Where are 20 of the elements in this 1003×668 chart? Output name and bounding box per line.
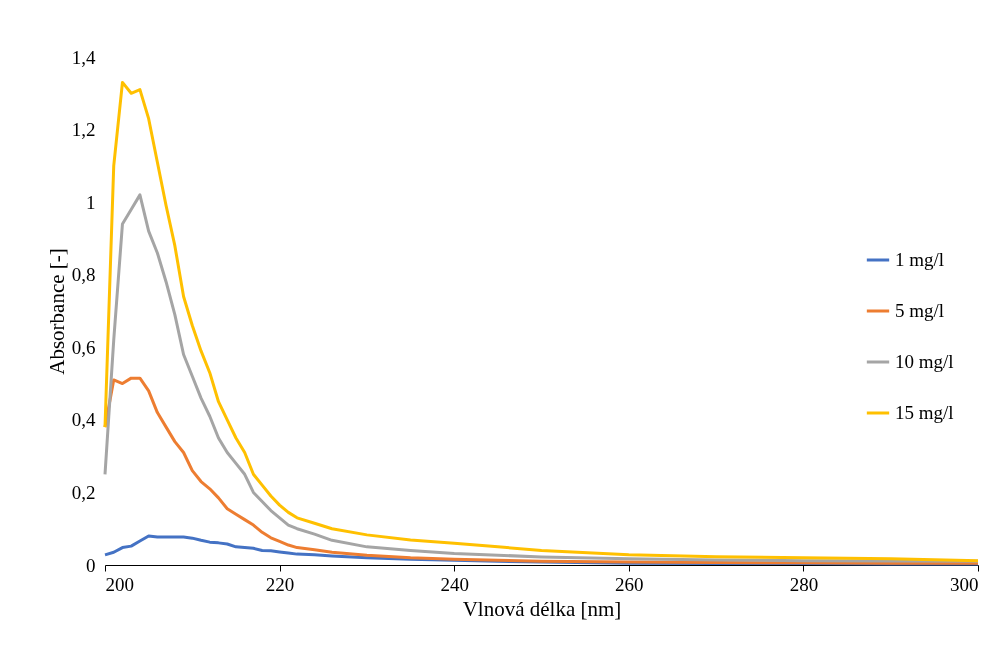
y-tick-label: 0,6 [71, 336, 96, 358]
y-tick-label: 0,2 [71, 481, 96, 503]
x-tick-label: 240 [440, 573, 469, 595]
y-tick-label: 0 [86, 554, 96, 576]
x-axis-title: Vlnová délka [nm] [462, 596, 622, 621]
x-tick-label: 260 [615, 573, 644, 595]
y-axis-title: Absorbance [-] [44, 248, 69, 375]
x-tick-label: 200 [105, 573, 134, 595]
y-tick-label: 1,4 [71, 46, 96, 68]
legend-label: 5 mg/l [895, 300, 945, 321]
y-tick-label: 0,8 [71, 264, 96, 286]
x-tick-label: 280 [789, 573, 819, 595]
x-tick-label: 300 [950, 573, 979, 595]
y-tick-label: 1,2 [71, 119, 96, 141]
legend-label: 1 mg/l [895, 249, 945, 270]
legend-label: 10 mg/l [895, 351, 954, 372]
x-tick-label: 220 [265, 573, 295, 595]
y-tick-label: 0,4 [71, 409, 96, 431]
legend-label: 15 mg/l [895, 402, 954, 423]
y-tick-label: 1 [86, 191, 96, 213]
